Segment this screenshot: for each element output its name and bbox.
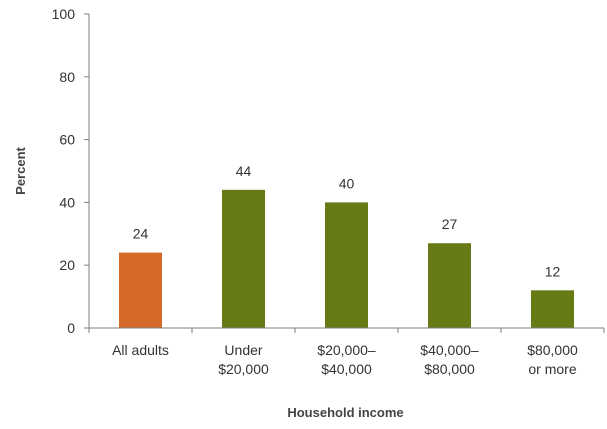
y-tick-label: 60	[59, 132, 75, 148]
bar-value-label: 24	[133, 226, 149, 242]
y-tick-label: 100	[52, 6, 76, 22]
bar	[531, 290, 574, 328]
x-tick-label: All adults	[112, 342, 169, 358]
bar	[222, 189, 265, 328]
x-tick-label: Under $20,000	[218, 342, 269, 377]
y-tick-label: 40	[59, 194, 75, 210]
y-tick-label: 80	[59, 69, 75, 85]
bar	[428, 243, 471, 328]
bar-value-label: 12	[545, 263, 561, 279]
bar	[119, 252, 162, 328]
y-tick-label: 0	[67, 320, 75, 336]
y-tick-label: 20	[59, 257, 75, 273]
x-tick-label: $40,000– $80,000	[420, 342, 479, 377]
bar	[325, 202, 368, 328]
x-axis-title: Household income	[287, 405, 403, 420]
bar-value-label: 40	[339, 175, 355, 191]
y-axis-title: Percent	[13, 146, 28, 194]
x-axis-ticks: All adults Under $20,000 $20,000– $40,000 $40…	[88, 328, 605, 377]
bar-value-label: 44	[236, 163, 252, 179]
y-axis-ticks: 0 20 40 60 80 100	[52, 6, 89, 336]
x-tick-label: $80,000 or more	[527, 342, 578, 377]
bar-value-label: 27	[442, 216, 458, 232]
bars-group: 24 44 40 27 12	[119, 163, 574, 328]
x-tick-label: $20,000– $40,000	[317, 342, 376, 377]
